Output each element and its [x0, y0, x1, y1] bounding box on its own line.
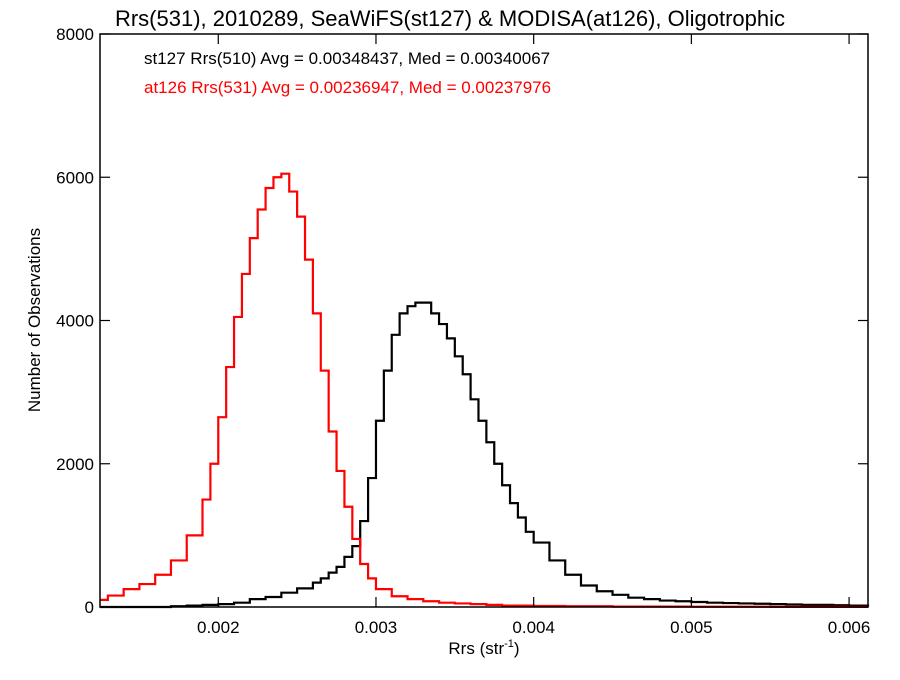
annotation-red: at126 Rrs(531) Avg = 0.00236947, Med = 0… [144, 78, 551, 97]
y-tick-label: 4000 [56, 312, 94, 331]
y-tick-label: 8000 [56, 25, 94, 44]
series-line-1 [100, 172, 870, 609]
y-tick-label: 6000 [56, 168, 94, 187]
series-line-0 [100, 301, 870, 609]
x-tick-label: 0.003 [355, 618, 398, 637]
x-tick-label: 0.004 [512, 618, 555, 637]
x-tick-label: 0.006 [828, 618, 871, 637]
y-tick-label: 0 [85, 598, 94, 617]
ticks-layer: 0.002 0.003 0.004 0.005 0.006 0 2000 4000 6000 80… [56, 25, 870, 637]
plot-frame [99, 33, 869, 608]
x-axis-label-superscript: -1 [504, 638, 514, 650]
chart-title: Rrs(531), 2010289, SeaWiFS(st127) & MODI… [114, 6, 786, 31]
x-tick-label: 0.005 [670, 618, 713, 637]
y-axis-label: Number of Observations [25, 228, 44, 412]
series-layer [100, 172, 870, 609]
x-axis-label: Rrs (str-1) [448, 638, 519, 658]
annotation-black: st127 Rrs(510) Avg = 0.00348437, Med = 0… [144, 49, 550, 68]
x-tick-label: 0.002 [197, 618, 240, 637]
y-tick-label: 2000 [56, 455, 94, 474]
